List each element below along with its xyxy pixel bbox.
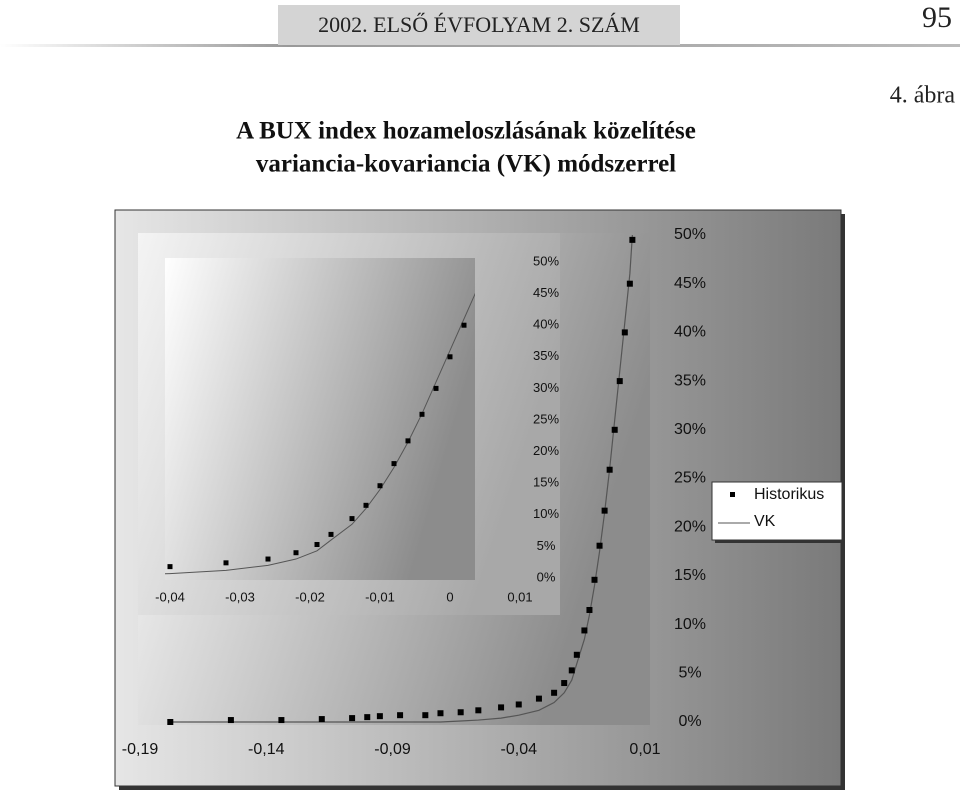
- historikus-point: [376, 713, 383, 720]
- historikus-point: [405, 438, 411, 444]
- inset-series: [7, 292, 475, 575]
- historikus-point: [461, 322, 467, 328]
- historikus-point: [475, 707, 482, 714]
- x-tick-label: -0,04: [501, 741, 538, 758]
- historikus-point: [561, 680, 568, 687]
- x-tick-label: 0: [446, 589, 453, 604]
- historikus-point: [616, 378, 623, 385]
- historikus-point: [265, 556, 271, 562]
- historikus-point: [349, 715, 356, 722]
- legend-label: Historikus: [754, 486, 824, 503]
- x-tick-label: -0,19: [122, 741, 159, 758]
- y-tick-label: 40%: [533, 317, 559, 332]
- x-tick-label: -0,04: [155, 589, 185, 604]
- x-tick-label: 0,01: [629, 741, 660, 758]
- historikus-point: [586, 606, 593, 613]
- vk-line: [165, 292, 475, 575]
- journal-header: 2002. ELSŐ ÉVFOLYAM 2. SZÁM: [318, 12, 640, 37]
- historikus-point: [606, 466, 613, 473]
- historikus-point: [318, 716, 325, 723]
- historikus-point: [621, 329, 628, 336]
- y-tick-label: 15%: [533, 475, 559, 490]
- y-tick-label: 50%: [674, 226, 706, 243]
- historikus-point: [611, 426, 618, 433]
- y-tick-label: 50%: [533, 253, 559, 268]
- y-tick-label: 45%: [533, 285, 559, 300]
- historikus-point: [419, 411, 425, 417]
- historikus-point: [447, 354, 453, 360]
- historikus-point: [56, 568, 61, 573]
- chart-title: A BUX index hozameloszlásának közelítése: [236, 118, 696, 145]
- main-series: [167, 234, 636, 725]
- header-box: [278, 5, 680, 45]
- legend: [711, 481, 843, 541]
- historikus-point: [629, 236, 636, 243]
- chart-title: variancia-kovariancia (VK) módszerrel: [256, 151, 676, 178]
- x-tick-label: -0,14: [248, 741, 285, 758]
- vk-line: [170, 234, 633, 723]
- historikus-point: [364, 714, 371, 721]
- historikus-point: [535, 695, 542, 702]
- historikus-point: [568, 667, 575, 674]
- y-tick-label: 25%: [674, 470, 706, 487]
- historikus-point: [437, 710, 444, 717]
- y-tick-label: 5%: [537, 538, 556, 553]
- historikus-point: [7, 569, 12, 574]
- historikus-point: [377, 483, 383, 489]
- legend-label: VK: [754, 513, 776, 530]
- header-rule: [0, 44, 960, 47]
- y-tick-label: 5%: [678, 665, 701, 682]
- x-tick-label: -0,09: [374, 741, 411, 758]
- historikus-point: [601, 507, 608, 514]
- historikus-point: [515, 701, 522, 708]
- historikus-point: [167, 719, 174, 725]
- historikus-point: [349, 516, 355, 522]
- historikus-point: [227, 717, 234, 724]
- y-tick-label: 40%: [674, 324, 706, 341]
- y-tick-label: 0%: [678, 713, 701, 730]
- x-tick-label: -0,01: [365, 589, 395, 604]
- inset-plot-area: [165, 258, 475, 580]
- historikus-point: [581, 627, 588, 634]
- y-tick-label: 10%: [533, 506, 559, 521]
- y-tick-label: 0%: [537, 569, 556, 584]
- y-tick-label: 45%: [674, 275, 706, 292]
- historikus-point: [591, 576, 598, 583]
- historikus-point: [498, 704, 505, 711]
- historikus-point: [391, 461, 397, 467]
- historikus-point: [397, 712, 404, 719]
- historikus-point: [167, 564, 173, 570]
- figure-label: 4. ábra: [890, 83, 956, 109]
- historikus-point: [314, 542, 320, 548]
- historikus-point: [278, 717, 285, 724]
- page-number: 95: [922, 1, 952, 34]
- historikus-point: [363, 502, 369, 508]
- historikus-point: [551, 689, 558, 696]
- historikus-point: [293, 550, 299, 556]
- historikus-point: [422, 712, 429, 719]
- y-tick-label: 30%: [533, 380, 559, 395]
- y-tick-label: 35%: [674, 372, 706, 389]
- y-tick-label: 10%: [674, 616, 706, 633]
- historikus-point: [626, 280, 633, 287]
- y-tick-label: 30%: [674, 421, 706, 438]
- x-tick-label: -0,02: [295, 589, 325, 604]
- y-tick-label: 20%: [674, 518, 706, 535]
- x-tick-label: -0,03: [225, 589, 255, 604]
- historikus-point: [433, 385, 439, 391]
- historikus-point: [457, 709, 464, 716]
- historikus-point: [573, 651, 580, 658]
- x-tick-label: 0,01: [507, 589, 532, 604]
- y-tick-label: 15%: [674, 567, 706, 584]
- historikus-point: [328, 531, 334, 537]
- y-tick-label: 25%: [533, 411, 559, 426]
- legend-marker: [730, 492, 735, 497]
- y-tick-label: 20%: [533, 443, 559, 458]
- y-tick-label: 35%: [533, 348, 559, 363]
- historikus-point: [223, 560, 229, 566]
- historikus-point: [596, 542, 603, 549]
